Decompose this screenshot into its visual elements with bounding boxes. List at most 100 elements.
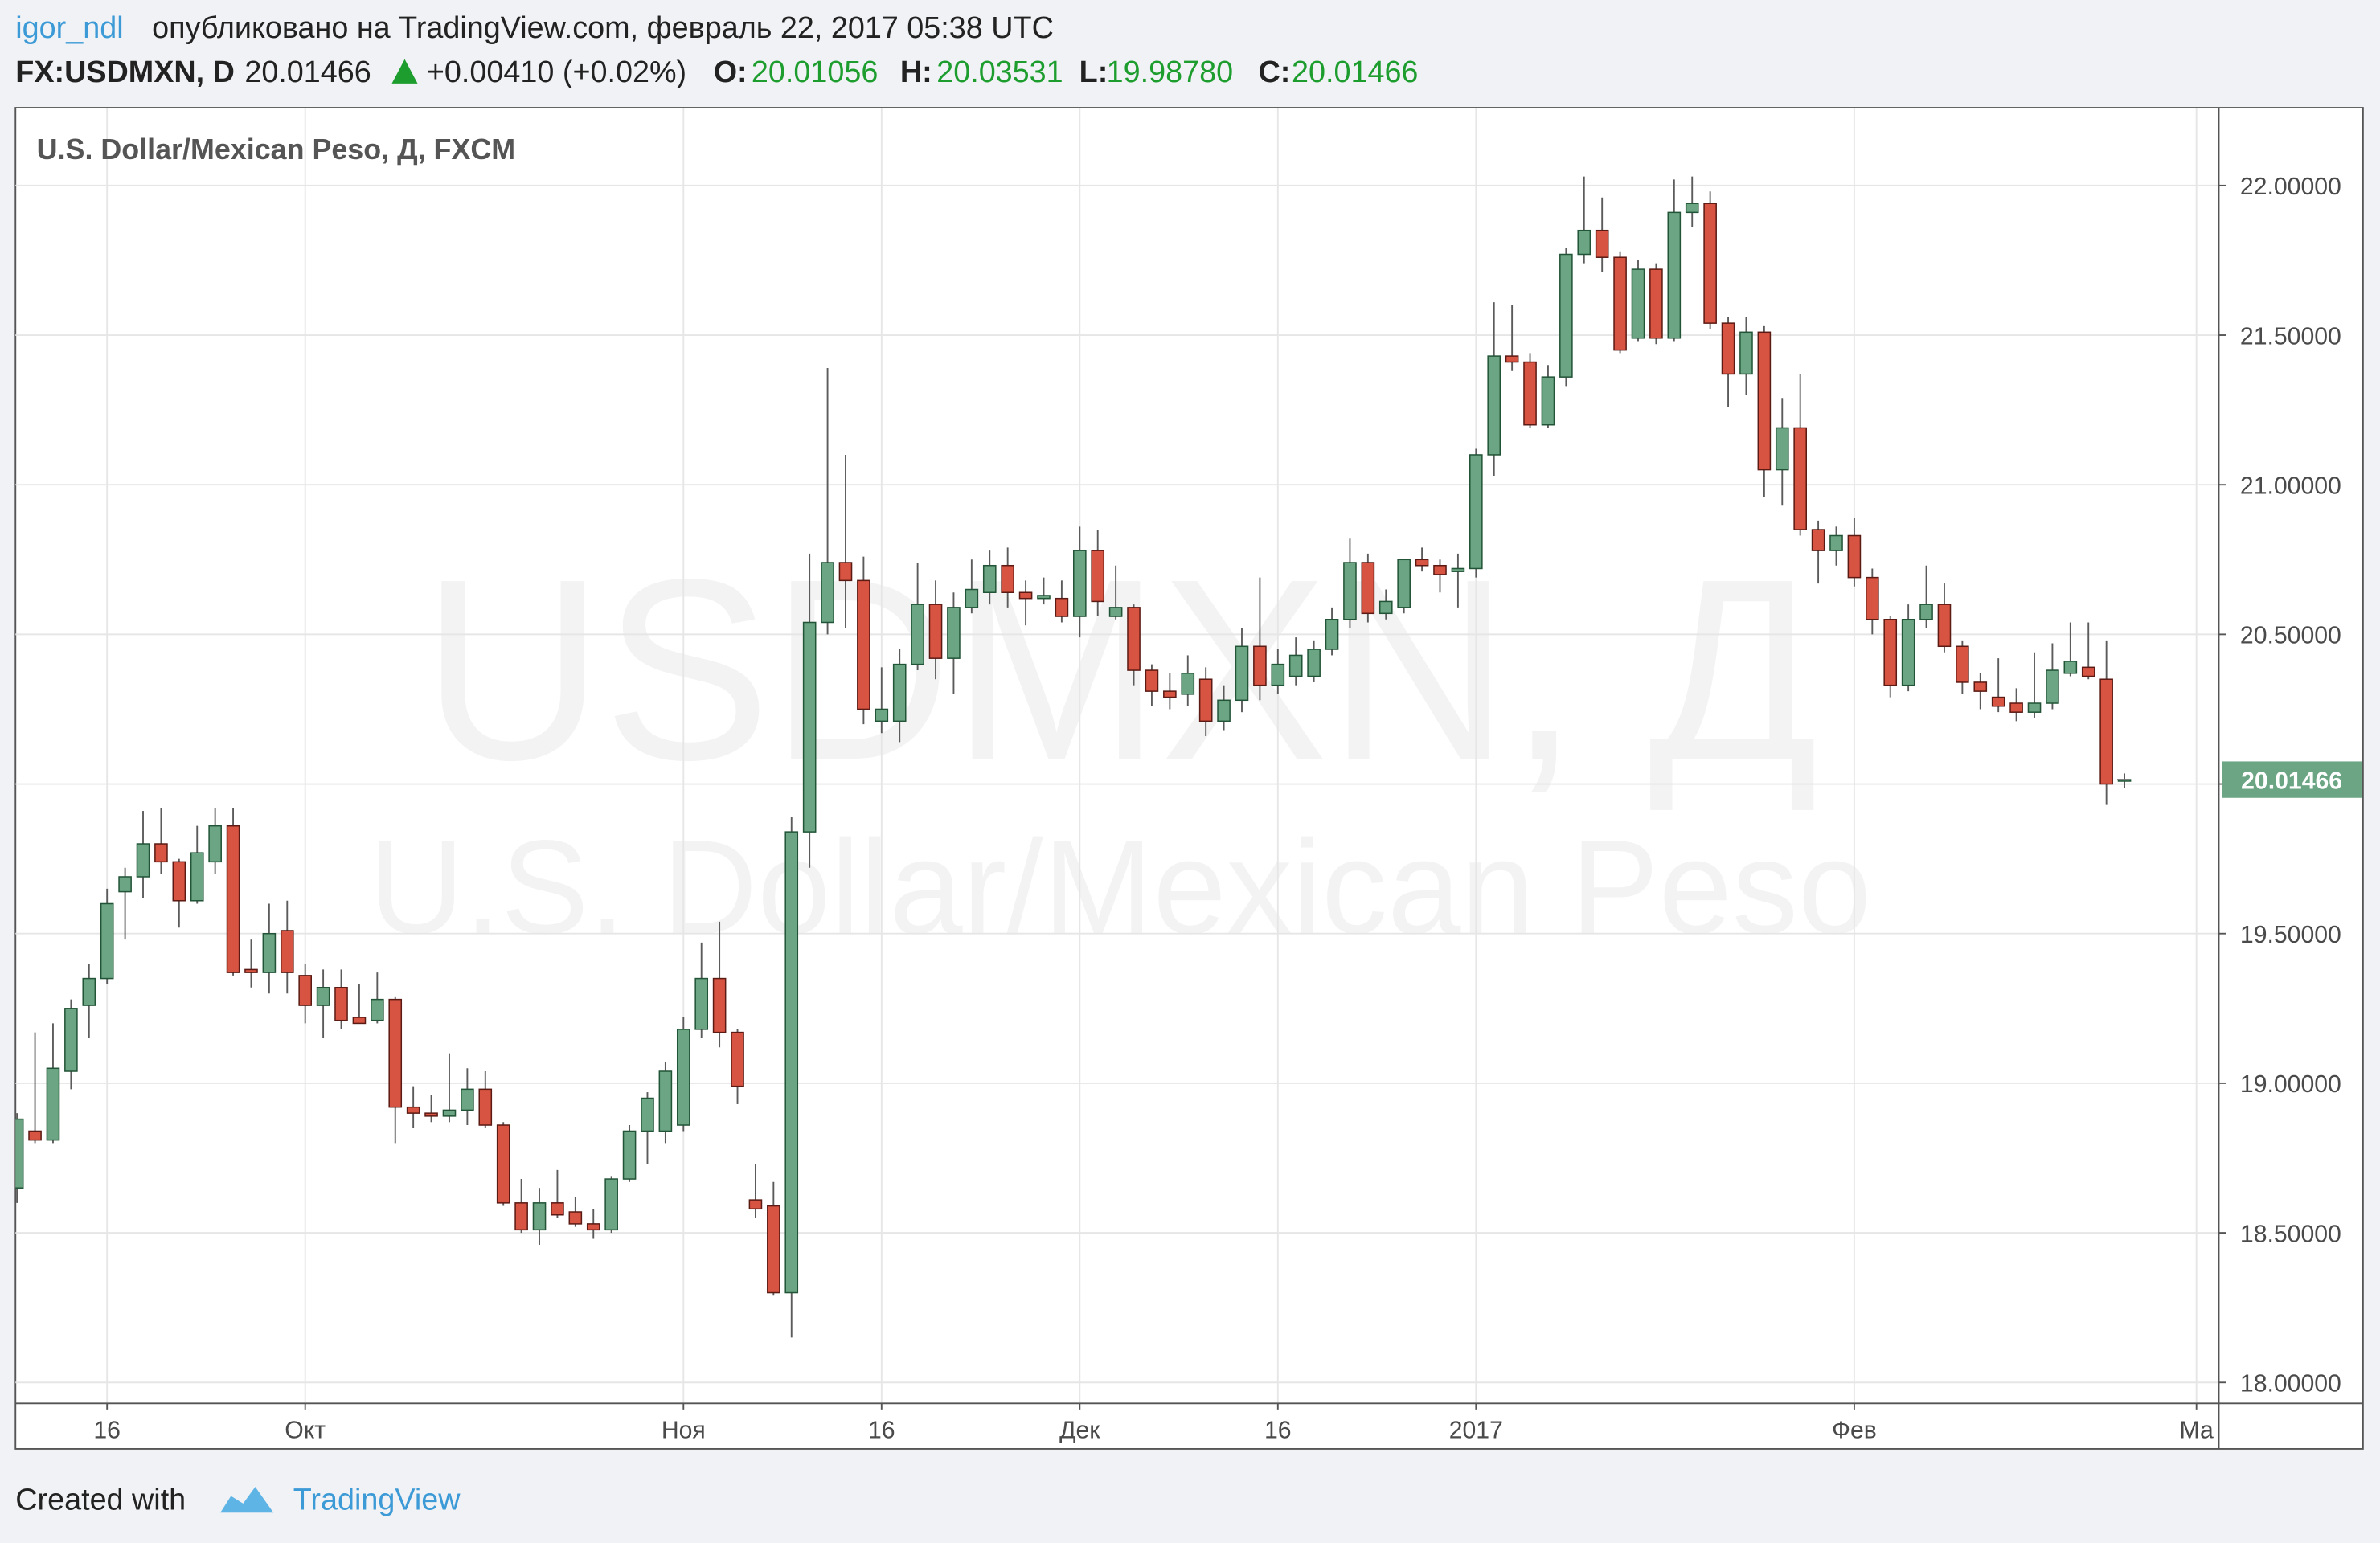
candle-down xyxy=(280,930,294,973)
brand-logo xyxy=(220,1487,274,1513)
change: +0.00410 (+0.02%) xyxy=(427,55,686,88)
candle-up xyxy=(15,1118,24,1189)
candle-down xyxy=(172,861,186,902)
ohlc-value: 19.98780 xyxy=(1107,55,1233,88)
candle-up xyxy=(784,831,799,1294)
ohlc-group: O: 20.01056 H: 20.03531 L:19.98780 C: 20.01466 xyxy=(714,55,1419,88)
candle-up xyxy=(136,843,150,878)
candle-down xyxy=(1613,256,1627,351)
x-tick-label: Фев xyxy=(1832,1418,1877,1444)
candle-up xyxy=(1901,619,1915,686)
candle-down xyxy=(424,1112,438,1117)
candle-down xyxy=(1937,604,1952,648)
x-tick-label: 16 xyxy=(868,1418,895,1444)
published: опубликовано на TradingView.com, февраль… xyxy=(152,10,1054,44)
watermark-name: U.S. Dollar/Mexican Peso xyxy=(369,813,1871,962)
candle-up xyxy=(1181,673,1195,695)
candle-down xyxy=(1127,607,1141,671)
candle-down xyxy=(28,1130,42,1141)
candle-down xyxy=(496,1124,510,1204)
candle-down xyxy=(731,1031,744,1087)
candle-up xyxy=(1378,600,1393,615)
candle-down xyxy=(1163,690,1177,698)
candle-up xyxy=(1397,559,1411,608)
candle-down xyxy=(244,968,258,973)
candle-up xyxy=(658,1070,673,1132)
candle-down xyxy=(748,1199,763,1210)
ohlc-value: 20.01466 xyxy=(1292,55,1418,88)
candle-up xyxy=(1037,595,1051,600)
candle-down xyxy=(568,1211,583,1225)
candle-up xyxy=(604,1178,618,1231)
y-tick-label: 21.50000 xyxy=(2240,323,2341,350)
candles-group xyxy=(15,176,2132,1338)
candle-up xyxy=(821,562,834,624)
candle-down xyxy=(1866,576,1879,620)
watermark-group: USDMXN, Д U.S. Dollar/Mexican Peso xyxy=(369,526,1871,962)
candle-up xyxy=(622,1130,637,1180)
y-tick-label: 20.50000 xyxy=(2240,623,2341,649)
y-tick-label: 19.50000 xyxy=(2240,922,2341,948)
candle-up xyxy=(208,825,222,863)
x-tick-label: Ноя xyxy=(662,1418,706,1444)
ohlc-label: L: xyxy=(1079,55,1108,88)
candle-up xyxy=(64,1008,78,1072)
candle-down xyxy=(1253,645,1267,686)
candle-up xyxy=(46,1067,60,1141)
x-tick-label: 16 xyxy=(93,1418,121,1444)
candle-up xyxy=(641,1097,654,1132)
candle-up xyxy=(1667,211,1682,339)
candle-down xyxy=(2009,702,2023,713)
candle-down xyxy=(767,1205,780,1294)
candle-down xyxy=(1595,229,1609,258)
candle-up xyxy=(1631,268,1645,339)
candle-up xyxy=(316,986,330,1006)
axes-group: 18.0000018.5000019.0000019.5000020.00000… xyxy=(93,174,2362,1444)
candle-down xyxy=(1198,678,1213,722)
candle-down xyxy=(857,579,870,710)
candle-up xyxy=(1487,355,1501,456)
candle-down xyxy=(352,1017,367,1025)
candle-down xyxy=(1847,534,1862,579)
candle-down xyxy=(154,843,168,863)
candle-down xyxy=(1361,562,1375,615)
price: 20.01466 xyxy=(244,55,371,88)
candle-down xyxy=(1523,361,1537,426)
candle-up xyxy=(2063,661,2078,674)
candle-up xyxy=(262,932,277,973)
candle-up xyxy=(982,564,997,594)
candle-up xyxy=(875,708,889,722)
candle-up xyxy=(442,1109,457,1117)
candle-up xyxy=(1541,376,1555,426)
candle-up xyxy=(1307,649,1321,677)
candle-up xyxy=(2027,702,2042,713)
candle-up xyxy=(947,607,961,659)
candle-up xyxy=(1271,663,1285,686)
candle-up xyxy=(461,1088,474,1111)
candle-up xyxy=(1469,454,1483,570)
x-tick-label: Дек xyxy=(1059,1418,1100,1444)
candle-down xyxy=(334,986,348,1021)
candle-down xyxy=(551,1202,564,1216)
user-name[interactable]: igor_ndl xyxy=(15,10,123,44)
candle-down xyxy=(514,1202,528,1231)
candle-down xyxy=(1649,268,1663,339)
candle-down xyxy=(1018,591,1033,600)
footer-brand[interactable]: TradingView xyxy=(293,1482,461,1516)
candle-down xyxy=(388,998,403,1108)
candle-down xyxy=(1757,331,1772,471)
candle-down xyxy=(1433,564,1447,575)
chart-frame xyxy=(14,107,2364,1450)
x-tick-label: Ма xyxy=(2180,1418,2214,1444)
ohlc-label: H: xyxy=(900,55,932,88)
x-tick-label: Окт xyxy=(285,1418,326,1444)
candle-down xyxy=(226,825,240,973)
candle-up xyxy=(82,977,96,1006)
candle-up xyxy=(1919,604,1933,620)
candle-down xyxy=(1811,529,1825,551)
candle-down xyxy=(1055,597,1069,617)
candle-down xyxy=(586,1223,600,1231)
grid-group xyxy=(15,108,2219,1404)
